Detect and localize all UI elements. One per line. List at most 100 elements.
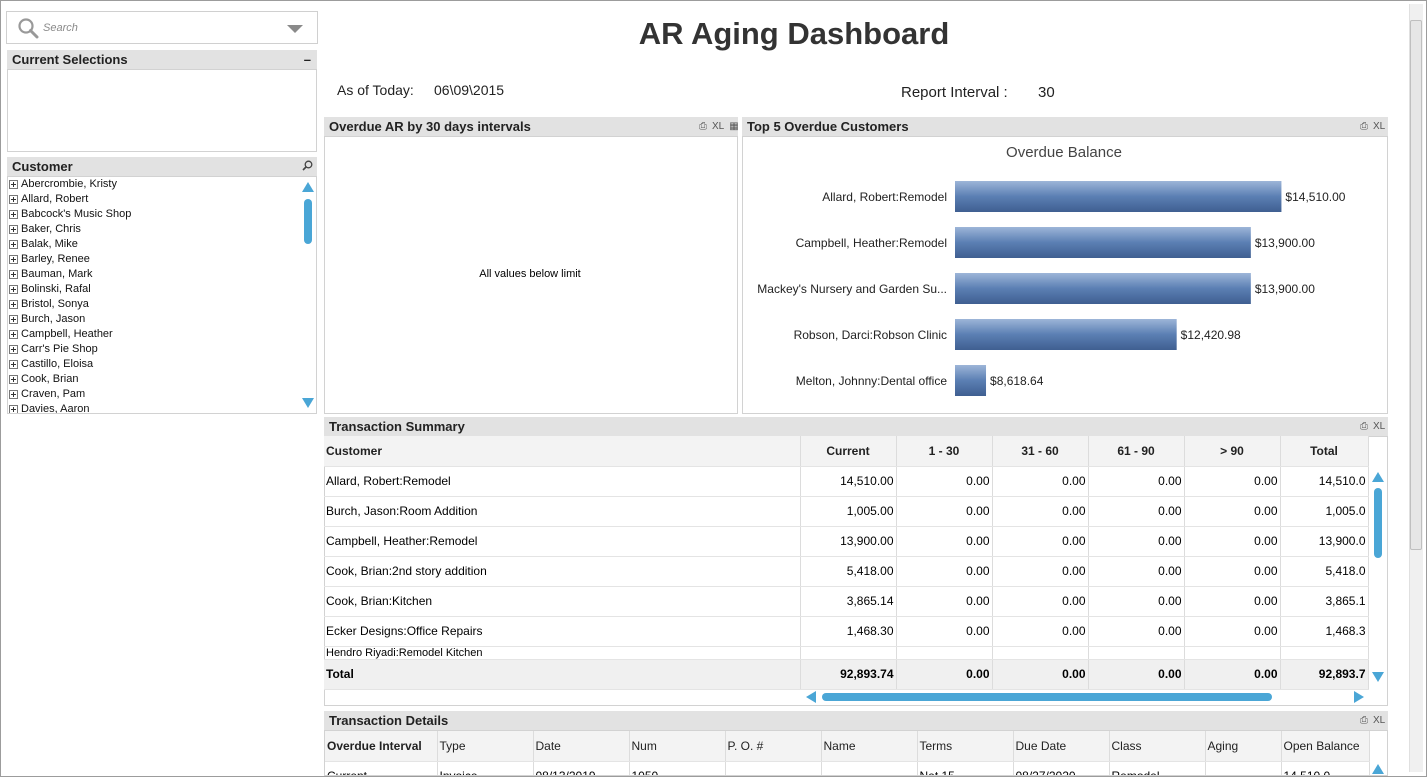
customer-list-scrollbar[interactable] [304,199,312,244]
column-header[interactable]: Class [1109,731,1206,762]
bar[interactable] [955,319,1177,350]
list-item[interactable]: Babcock's Music Shop [7,207,317,222]
minimize-icon[interactable]: – [303,52,311,67]
expand-icon[interactable] [9,210,18,219]
column-header[interactable]: Open Balance [1281,731,1370,762]
list-item[interactable]: Balak, Mike [7,237,317,252]
list-item[interactable]: Castillo, Eloisa [7,357,317,372]
scroll-down-icon[interactable] [302,398,314,408]
list-item[interactable]: Craven, Pam [7,387,317,402]
scroll-up-icon[interactable] [302,182,314,192]
scroll-up-icon[interactable] [1372,472,1384,482]
scroll-right-icon[interactable] [1354,691,1364,703]
table-row[interactable]: Burch, Jason:Room Addition 1,005.00 0.00 0.… [324,496,1369,527]
expand-icon[interactable] [9,330,18,339]
xl-export-icon[interactable]: XL [1373,421,1386,432]
summary-horizontal-scrollbar[interactable] [822,693,1272,701]
summary-vertical-scrollbar[interactable] [1374,488,1382,558]
list-item[interactable]: Cook, Brian [7,372,317,387]
xl-export-icon[interactable]: XL [1373,715,1386,726]
column-header[interactable]: Date [533,731,630,762]
expand-icon[interactable] [9,375,18,384]
expand-icon[interactable] [9,390,18,399]
print-icon[interactable]: ⎙ [1360,421,1368,432]
bar[interactable] [955,365,987,396]
list-item[interactable]: Carr's Pie Shop [7,342,317,357]
table-row[interactable]: Allard, Robert:Remodel 14,510.00 0.00 0.00 0… [324,466,1369,497]
window-scrollbar-thumb[interactable] [1410,20,1422,550]
column-header[interactable]: 1 - 30 [896,436,993,467]
print-icon[interactable]: ⎙ [1360,715,1368,726]
search-icon[interactable] [302,160,313,171]
list-item[interactable]: Baker, Chris [7,222,317,237]
report-interval-label: Report Interval : [901,84,1008,101]
table-row[interactable]: Ecker Designs:Office Repairs 1,468.30 0.00… [324,616,1369,647]
table-row[interactable]: Current Invoice 08/13/2019 1050 Net 15 08/27/… [325,761,1370,775]
list-item[interactable]: Davies, Aaron [7,402,317,413]
column-header[interactable]: Num [629,731,726,762]
expand-icon[interactable] [9,225,18,234]
column-header[interactable]: Total [1280,436,1369,467]
table-total-row[interactable]: Total 92,893.74 0.00 0.00 0.00 0.00 92,893.7 [324,659,1369,690]
bar[interactable] [955,181,1282,212]
print-icon[interactable]: ⎙ [699,121,707,132]
column-header[interactable]: 31 - 60 [992,436,1089,467]
chevron-down-icon[interactable] [287,25,303,33]
scroll-up-icon[interactable] [1372,764,1384,774]
table-cell: 92,893.74 [800,659,897,690]
category-label: Campbell, Heather:Remodel [796,236,947,250]
scroll-left-icon[interactable] [806,691,816,703]
column-header[interactable]: Overdue Interval [325,731,438,762]
table-cell: 0.00 [896,556,993,587]
expand-icon[interactable] [9,315,18,324]
list-item[interactable]: Campbell, Heather [7,327,317,342]
column-header[interactable]: Terms [917,731,1014,762]
expand-icon[interactable] [9,345,18,354]
column-header[interactable]: 61 - 90 [1088,436,1185,467]
bar[interactable] [955,273,1251,304]
table-row[interactable]: Cook, Brian:Kitchen 3,865.14 0.00 0.00 0.00 0… [324,586,1369,617]
list-item[interactable]: Abercrombie, Kristy [7,177,317,192]
customer-name: Campbell, Heather [21,328,113,340]
expand-icon[interactable] [9,255,18,264]
expand-icon[interactable] [9,360,18,369]
search-box[interactable]: Search [6,11,318,44]
customer-name: Allard, Robert [21,193,89,205]
column-header[interactable]: Type [437,731,534,762]
chart-icon[interactable]: ▦ [729,121,739,132]
column-header[interactable]: Due Date [1013,731,1110,762]
table-header-row[interactable]: Customer Current 1 - 30 31 - 60 61 - 90 > 90 T… [324,436,1369,467]
table-cell: 0.00 [1088,616,1185,647]
column-header[interactable]: > 90 [1184,436,1281,467]
top5-panel-tools: ⎙ XL [1355,121,1385,132]
expand-icon[interactable] [9,180,18,189]
list-item[interactable]: Barley, Renee [7,252,317,267]
expand-icon[interactable] [9,285,18,294]
print-icon[interactable]: ⎙ [1360,121,1368,132]
xl-export-icon[interactable]: XL [712,121,725,132]
expand-icon[interactable] [9,270,18,279]
list-item[interactable]: Allard, Robert [7,192,317,207]
column-header[interactable]: Aging [1205,731,1282,762]
bar[interactable] [955,227,1251,258]
expand-icon[interactable] [9,240,18,249]
list-item[interactable]: Bauman, Mark [7,267,317,282]
table-header-row[interactable]: Overdue Interval Type Date Num P. O. # Name Te… [325,731,1370,762]
xl-export-icon[interactable]: XL [1373,121,1386,132]
expand-icon[interactable] [9,405,18,413]
column-header[interactable]: P. O. # [725,731,822,762]
list-item[interactable]: Burch, Jason [7,312,317,327]
list-item[interactable]: Bolinski, Rafal [7,282,317,297]
table-row[interactable]: Cook, Brian:2nd story addition 5,418.00 0.… [324,556,1369,587]
table-row[interactable]: Hendro Riyadi:Remodel Kitchen [324,646,1369,660]
details-panel-body: Overdue Interval Type Date Num P. O. # Name Te… [324,730,1388,776]
column-header[interactable]: Current [800,436,897,467]
table-row[interactable]: Campbell, Heather:Remodel 13,900.00 0.00 0.… [324,526,1369,557]
expand-icon[interactable] [9,195,18,204]
expand-icon[interactable] [9,300,18,309]
scroll-down-icon[interactable] [1372,672,1384,682]
column-header[interactable]: Name [821,731,918,762]
table-cell [1088,646,1185,660]
list-item[interactable]: Bristol, Sonya [7,297,317,312]
column-header[interactable]: Customer [324,436,801,467]
